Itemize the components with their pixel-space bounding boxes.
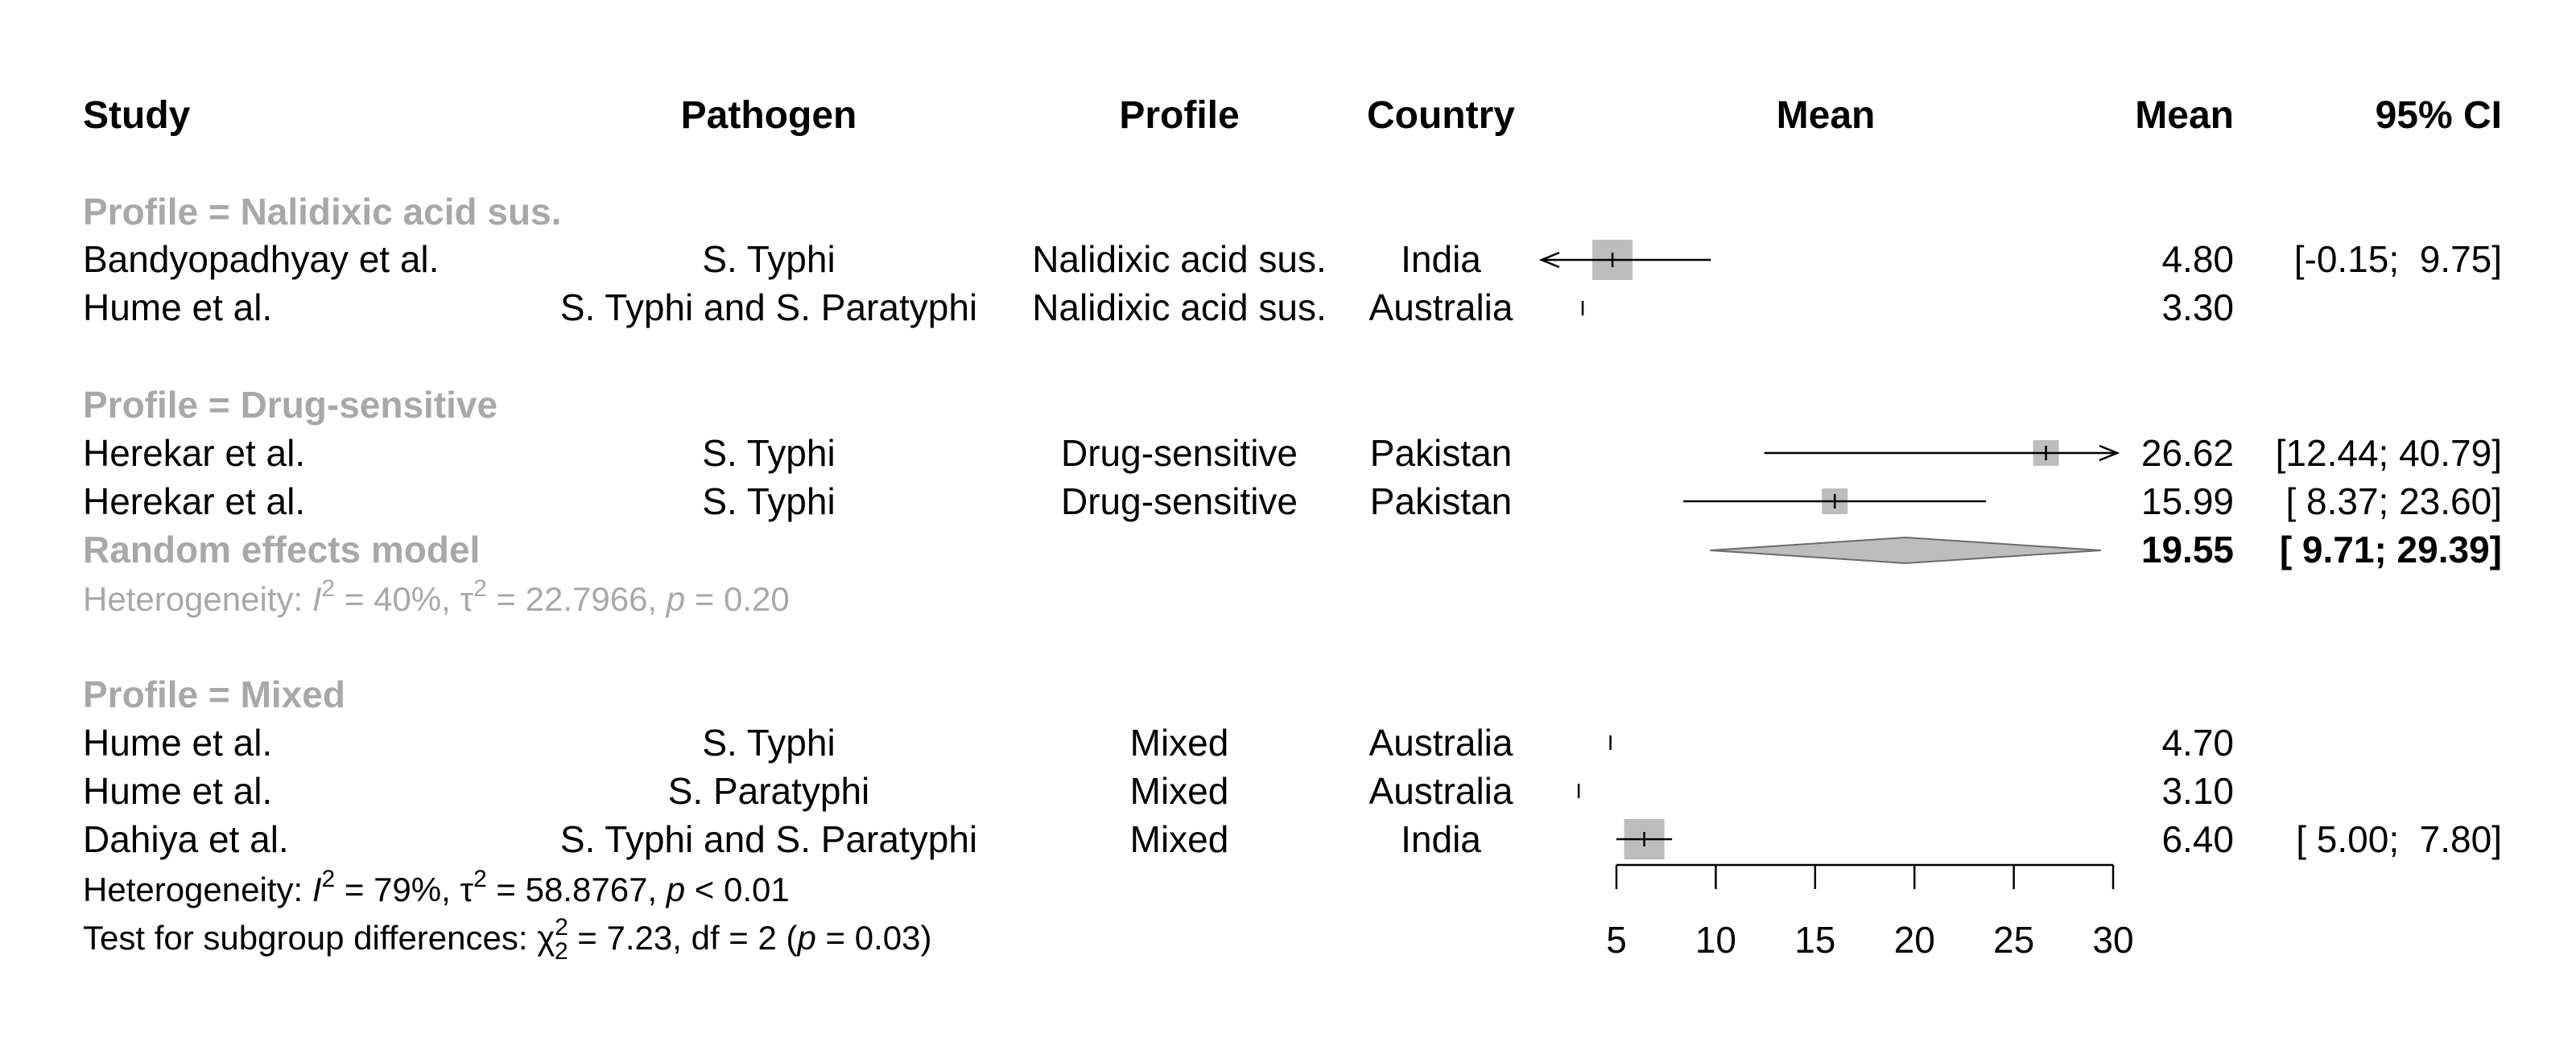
study-profile: Mixed — [1130, 818, 1229, 860]
study-mean: 26.62 — [2141, 432, 2234, 474]
study-mean: 3.30 — [2161, 286, 2234, 328]
pooled-diamond — [1710, 536, 2102, 565]
study-profile: Drug-sensitive — [1061, 480, 1298, 522]
study-pathogen: S. Typhi — [702, 432, 835, 474]
study-name: Herekar et al. — [83, 480, 305, 522]
plot-marks — [1538, 240, 2120, 859]
study-name: Herekar et al. — [83, 432, 305, 474]
header-study: Study — [83, 94, 191, 137]
study-mean: 4.70 — [2161, 722, 2234, 764]
study-ci: [12.44; 40.79] — [2276, 432, 2502, 474]
study-country: India — [1401, 238, 1481, 280]
study-mark — [1683, 488, 1987, 514]
study-pathogen: S. Typhi — [702, 480, 835, 522]
study-country: Pakistan — [1370, 480, 1512, 522]
study-pathogen: S. Typhi and S. Paratyphi — [560, 286, 977, 328]
header-ci: 95% CI — [2376, 94, 2502, 137]
study-pathogen: S. Typhi — [702, 238, 835, 280]
overall-heterogeneity: Heterogeneity: I2 = 79%, τ2 = 58.8767, p… — [83, 866, 790, 908]
study-profile: Mixed — [1130, 770, 1229, 812]
study-pathogen: S. Paratyphi — [668, 770, 870, 812]
study-country: India — [1401, 818, 1481, 860]
pooled-ci: [ 9.71; 29.39] — [2280, 529, 2502, 570]
study-ci: [ 8.37; 23.60] — [2285, 480, 2502, 522]
study-mark — [1538, 240, 1711, 280]
header-pathogen: Pathogen — [681, 94, 857, 137]
study-mean: 6.40 — [2161, 818, 2234, 860]
study-profile: Mixed — [1130, 722, 1229, 764]
axis-tick-label: 15 — [1794, 919, 1835, 961]
subgroup-label: Profile = Nalidixic acid sus. — [83, 191, 561, 233]
pooled-mean: 19.55 — [2141, 529, 2234, 570]
axis-tick-label: 25 — [1993, 919, 2034, 961]
study-name: Hume et al. — [83, 286, 272, 328]
study-profile: Nalidixic acid sus. — [1032, 238, 1327, 280]
header-plot-mean: Mean — [1777, 94, 1876, 137]
study-profile: Nalidixic acid sus. — [1032, 286, 1327, 328]
axis-tick-label: 20 — [1894, 919, 1935, 961]
study-country: Australia — [1369, 286, 1513, 328]
ci-arrow — [2099, 444, 2120, 462]
subgroup-difference-test: Test for subgroup differences: χ2 2 = 7.2… — [83, 914, 931, 965]
study-ci: [ 5.00; 7.80] — [2296, 818, 2502, 860]
study-name: Bandyopadhyay et al. — [83, 238, 439, 280]
study-mean: 15.99 — [2141, 480, 2234, 522]
study-mark — [1616, 819, 1673, 859]
subgroup-label: Profile = Mixed — [83, 673, 345, 715]
header-profile: Profile — [1119, 94, 1239, 137]
study-country: Pakistan — [1370, 432, 1512, 474]
subgroup-label: Profile = Drug-sensitive — [83, 384, 497, 426]
axis-tick-label: 10 — [1695, 919, 1736, 961]
pooled-label: Random effects model — [83, 529, 480, 570]
study-ci: [-0.15; 9.75] — [2294, 238, 2502, 280]
study-mean: 3.10 — [2161, 770, 2234, 812]
study-name: Hume et al. — [83, 770, 272, 812]
axis-tick-label: 5 — [1606, 919, 1627, 961]
study-country: Australia — [1369, 722, 1513, 764]
subgroup-heterogeneity: Heterogeneity: I2 = 40%, τ2 = 22.7966, p… — [83, 575, 790, 618]
study-country: Australia — [1369, 770, 1513, 812]
ci-arrow — [1538, 251, 1560, 269]
study-mark — [1764, 440, 2120, 466]
header-country: Country — [1367, 94, 1515, 137]
x-axis: 5 10 15 20 25 30 — [1606, 863, 2134, 961]
study-pathogen: S. Typhi — [702, 722, 835, 764]
header-mean: Mean — [2135, 94, 2234, 137]
axis-tick-label: 30 — [2092, 919, 2133, 961]
study-mean: 4.80 — [2161, 238, 2234, 280]
study-pathogen: S. Typhi and S. Paratyphi — [560, 818, 977, 860]
study-profile: Drug-sensitive — [1061, 432, 1298, 474]
study-name: Dahiya et al. — [83, 818, 289, 860]
study-name: Hume et al. — [83, 722, 272, 764]
